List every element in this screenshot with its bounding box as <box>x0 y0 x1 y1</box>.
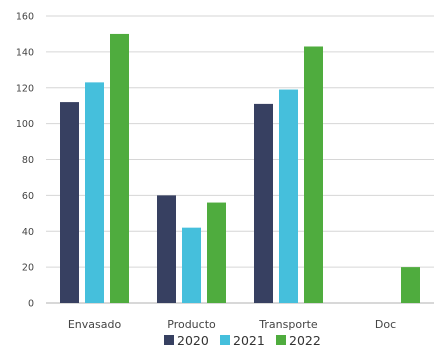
x-category-label: Producto <box>167 318 216 331</box>
y-tick-label: 140 <box>16 47 34 58</box>
y-tick-label: 100 <box>16 119 34 130</box>
legend-label: 2021 <box>233 333 265 348</box>
x-axis-categories: Envasado Producto Transporte Doc <box>68 318 396 331</box>
bar-transporte-2020 <box>254 103 273 303</box>
y-tick-label: 0 <box>28 299 34 310</box>
y-tick-label: 160 <box>16 12 34 23</box>
gridlines <box>46 15 434 304</box>
x-category-label: Doc <box>375 318 396 331</box>
bar-transporte-2021 <box>279 89 298 303</box>
bar-producto-2021 <box>182 227 201 303</box>
y-tick-label: 80 <box>22 155 34 166</box>
bar-doc-2022 <box>401 267 420 303</box>
bar-producto-2020 <box>157 195 176 303</box>
y-tick-label: 60 <box>22 191 34 202</box>
y-tick-label: 120 <box>16 83 34 94</box>
bar-envasado-2022 <box>110 33 129 303</box>
y-axis-ticks: 0 20 40 60 80 100 120 140 160 <box>16 12 34 310</box>
legend-swatch-2021 <box>220 335 230 345</box>
x-category-label: Envasado <box>68 318 122 331</box>
legend-swatch-2020 <box>164 335 174 345</box>
x-category-label: Transporte <box>258 318 318 331</box>
bars <box>60 33 420 304</box>
legend: 2020 2021 2022 <box>164 333 321 348</box>
bar-transporte-2022 <box>304 46 323 304</box>
y-tick-label: 40 <box>22 227 34 238</box>
legend-swatch-2022 <box>276 335 286 345</box>
bar-producto-2022 <box>207 202 226 303</box>
bar-envasado-2021 <box>85 82 104 304</box>
bar-envasado-2020 <box>60 102 79 303</box>
y-tick-label: 20 <box>22 263 34 274</box>
legend-label: 2022 <box>289 333 321 348</box>
legend-label: 2020 <box>177 333 209 348</box>
